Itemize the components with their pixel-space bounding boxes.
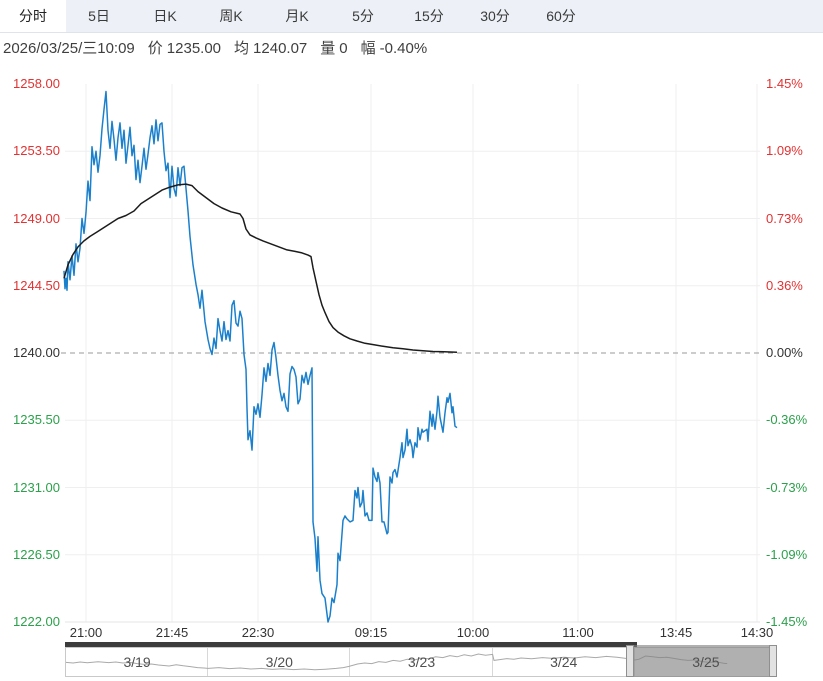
y-axis-percent-label: 1.45%: [766, 76, 803, 91]
y-axis-percent-label: -0.36%: [766, 412, 808, 428]
tab-5day[interactable]: 5日: [88, 8, 110, 24]
price-value: 1235.00: [166, 39, 222, 57]
navigator-date-label: 3/19: [123, 654, 151, 670]
x-axis-time-label: 22:30: [241, 625, 275, 640]
date-navigator[interactable]: 3/19 3/20 3/23 3/24 3/25: [65, 645, 777, 677]
navigator-date-label: 3/23: [407, 654, 436, 670]
y-axis-price-label: 1222.00: [13, 614, 60, 629]
y-axis-price-label: 1240.00: [13, 345, 60, 360]
average-label: 均: [234, 39, 250, 57]
navigator-top-bar: [65, 642, 637, 647]
price-group: 价 1235.00: [148, 37, 221, 58]
x-axis-time-label: 21:45: [155, 625, 189, 640]
x-axis-time-label: 21:00: [69, 625, 103, 640]
average-group: 均 1240.07: [234, 37, 307, 58]
tab-monthly-k[interactable]: 月K: [285, 8, 309, 24]
y-axis-price-label: 1253.50: [13, 143, 60, 159]
change-value: -0.40%: [379, 39, 428, 57]
x-axis-time-label: 11:00: [562, 625, 594, 640]
y-axis-price-label: 1235.50: [13, 412, 60, 428]
price-line: [63, 90, 458, 623]
x-axis-time-label: 13:45: [659, 625, 693, 640]
navigator-date-label: 3/24: [550, 654, 578, 670]
y-axis-percent-label: 1.09%: [766, 143, 803, 159]
x-axis-time-label: 10:00: [456, 625, 490, 640]
navigator-section-3-20[interactable]: [208, 648, 351, 676]
x-axis-time-label: 09:15: [354, 625, 388, 640]
y-axis-price-label: 1231.00: [13, 479, 60, 495]
y-axis-percent-label: 0.00%: [766, 345, 803, 360]
navigator-date-label: 3/20: [265, 654, 293, 670]
navigator-section-3-19[interactable]: [66, 648, 209, 676]
period-tabbar: 分时 5日 日K 周K 月K 5分 15分 30分 60分: [0, 0, 823, 33]
tab-minute[interactable]: 分时: [0, 0, 66, 32]
price-label: 价: [147, 39, 163, 57]
tab-15min[interactable]: 15分: [414, 8, 444, 24]
y-axis-percent-label: 0.36%: [766, 277, 803, 293]
tab-weekly-k[interactable]: 周K: [219, 8, 243, 24]
tab-30min[interactable]: 30分: [480, 8, 510, 24]
navigator-selection-window[interactable]: [633, 645, 769, 677]
change-label: 幅: [360, 39, 376, 57]
x-axis-time-label: 14:30: [740, 625, 774, 640]
tab-daily-k[interactable]: 日K: [153, 8, 177, 24]
chart-canvas: [61, 84, 760, 623]
selection-left-handle[interactable]: [625, 645, 634, 677]
y-axis-percent-label: -0.73%: [766, 479, 808, 495]
y-axis-price-label: 1226.50: [13, 546, 60, 562]
y-axis-price-label: 1249.00: [13, 210, 60, 226]
change-group: 幅 -0.40%: [361, 37, 428, 58]
navigator-date-label: 3/25: [692, 654, 720, 670]
average-line: [63, 183, 458, 354]
y-axis-percent-label: 0.73%: [766, 210, 803, 226]
average-value: 1240.07: [253, 39, 308, 57]
selection-right-handle[interactable]: [769, 645, 777, 677]
tab-60min[interactable]: 60分: [546, 8, 576, 24]
tab-5min[interactable]: 5分: [352, 8, 374, 24]
y-axis-price-label: 1258.00: [13, 76, 60, 91]
volume-value: 0: [339, 39, 348, 57]
y-axis-percent-label: -1.09%: [766, 546, 808, 562]
navigator-section-3-23[interactable]: [350, 648, 493, 676]
quote-datetime: 2026/03/25/三10:09: [3, 39, 135, 57]
y-axis-percent-label: -1.45%: [766, 614, 808, 629]
y-axis-price-label: 1244.50: [13, 277, 60, 293]
volume-label: 量: [320, 39, 336, 57]
